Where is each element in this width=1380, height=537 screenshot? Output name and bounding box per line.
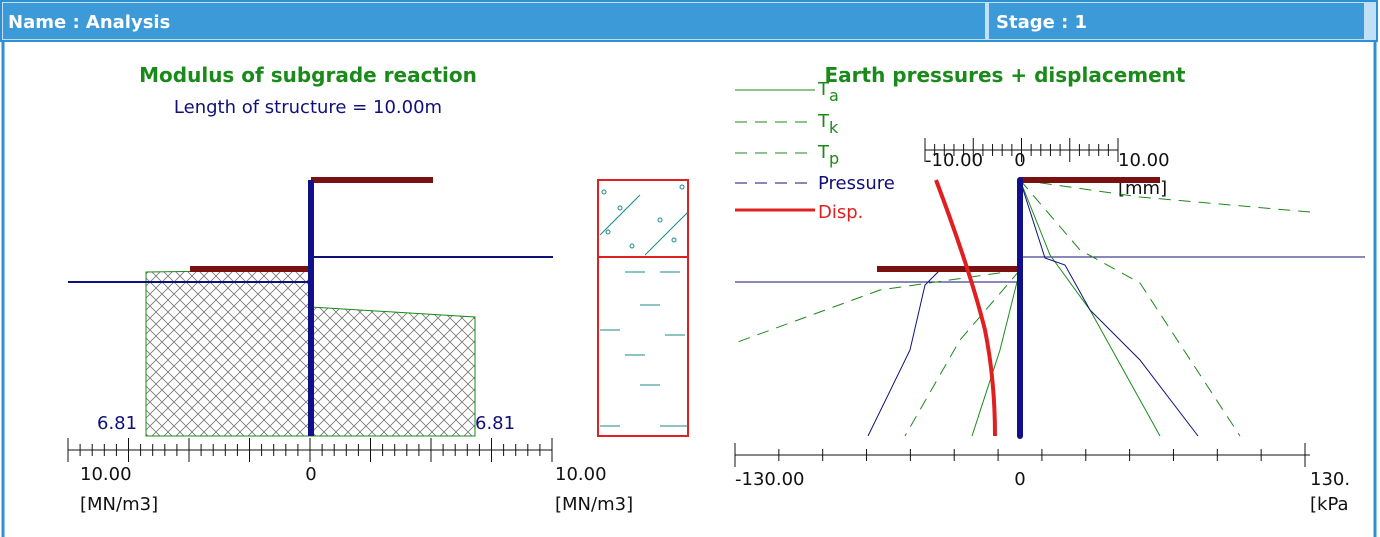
value-annotation: 6.81: [475, 413, 515, 434]
left-subtitle: Length of structure = 10.00m: [174, 97, 442, 118]
axis-label: 10.00: [1118, 150, 1170, 171]
modulus-area-left: [146, 270, 311, 436]
axis-label: -10.00: [925, 150, 983, 171]
screen: Name : Analysis Stage : 1 Modulus of sub…: [0, 0, 1380, 537]
axis-unit: [kPa: [1310, 494, 1349, 515]
axis-label: 10.00: [555, 464, 607, 485]
legend-label: Pressure: [818, 173, 895, 194]
left-title: Modulus of subgrade reaction: [139, 63, 477, 87]
axis-label: -130.00: [735, 469, 804, 490]
value-annotation: 6.81: [97, 413, 137, 434]
axis-label: 0: [305, 464, 316, 485]
axis-unit: [MN/m3]: [80, 494, 158, 515]
header-stage: Stage : 1: [996, 12, 1087, 33]
axis-label: 130.: [1310, 469, 1350, 490]
axis-unit: [MN/m3]: [555, 494, 633, 515]
right-title: Earth pressures + displacement: [825, 63, 1186, 87]
axis-label: 10.00: [80, 464, 132, 485]
header-name: Name : Analysis: [8, 12, 170, 33]
axis-label: 0: [1014, 469, 1025, 490]
legend-label: Disp.: [818, 202, 863, 223]
axis-label: 0: [1014, 150, 1025, 171]
modulus-area-right: [311, 307, 475, 436]
soil-profile: [598, 180, 688, 436]
